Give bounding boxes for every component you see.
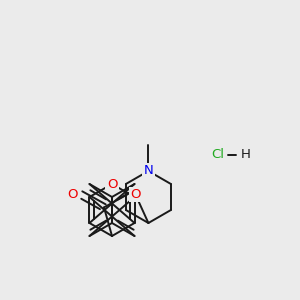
- Text: O: O: [130, 188, 141, 201]
- Text: N: N: [143, 164, 153, 178]
- Text: H: H: [241, 148, 251, 161]
- Text: O: O: [67, 188, 78, 201]
- Text: O: O: [107, 178, 117, 190]
- Text: Cl: Cl: [212, 148, 224, 161]
